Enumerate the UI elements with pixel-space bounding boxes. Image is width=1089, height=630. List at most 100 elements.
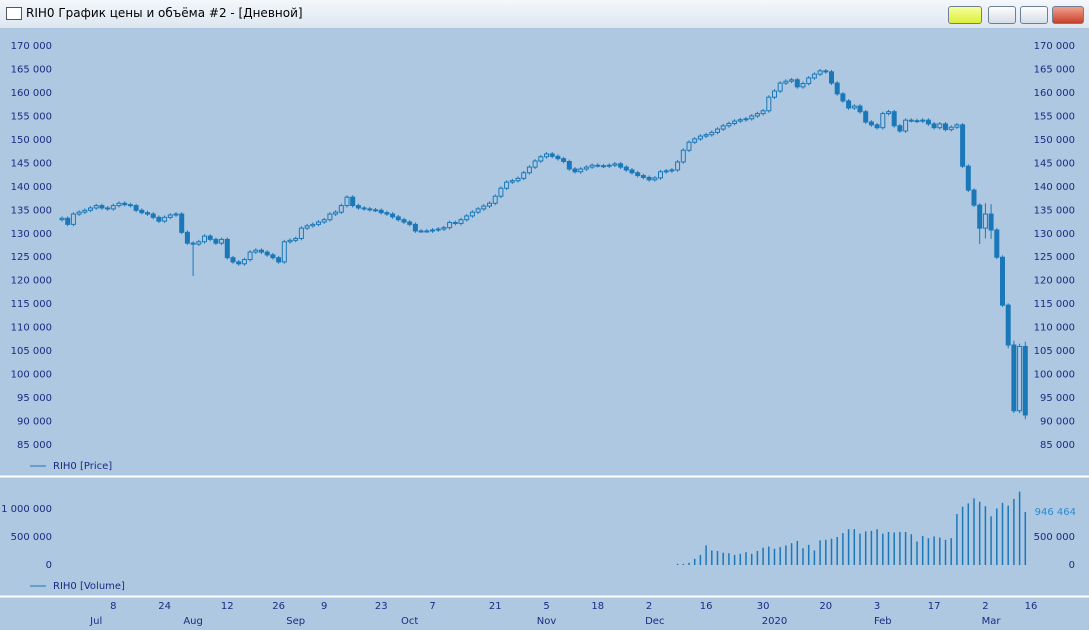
candle-body <box>863 111 869 123</box>
candle-body <box>162 216 168 222</box>
y-tick-label-right: 145 000 <box>1034 158 1075 169</box>
candle-body <box>692 138 698 143</box>
candle-body <box>783 80 789 84</box>
candle-body <box>190 242 196 245</box>
y-tick-label: 150 000 <box>11 135 52 146</box>
candle-body <box>127 204 133 207</box>
x-tick-label: 24 <box>158 601 171 612</box>
candle-body <box>532 160 538 168</box>
x-tick-label: 23 <box>375 601 388 612</box>
candle-body <box>344 196 350 207</box>
x-tick-label: 5 <box>543 601 549 612</box>
candle-body <box>116 202 122 207</box>
candle-body <box>310 223 316 227</box>
y-tick-label-right: 140 000 <box>1034 182 1075 193</box>
candle-body <box>954 124 960 128</box>
candle-body <box>612 163 618 166</box>
minimize-button[interactable] <box>988 6 1016 24</box>
candle-body <box>931 123 937 129</box>
candle-body <box>241 259 247 265</box>
x-month-label: Dec <box>645 616 664 627</box>
window-title: RIH0 График цены и объёма #2 - [Дневной] <box>26 6 303 20</box>
y-tick-label: 170 000 <box>11 41 52 52</box>
candle-body <box>743 118 749 121</box>
candle-body <box>224 238 230 259</box>
y-tick-label-right: 170 000 <box>1034 41 1075 52</box>
y-tick-label: 160 000 <box>11 88 52 99</box>
candle-body <box>806 77 812 85</box>
candle-body <box>823 70 829 73</box>
candle-body <box>754 113 760 117</box>
candle-body <box>469 211 475 217</box>
candle-body <box>276 257 282 263</box>
candle-body <box>675 161 681 171</box>
candle-body <box>538 156 544 162</box>
x-month-label: Aug <box>183 616 203 627</box>
x-tick-label: 8 <box>110 601 116 612</box>
candle-body <box>82 209 88 213</box>
candle-body <box>498 187 504 197</box>
y-tick-label: 145 000 <box>11 158 52 169</box>
candle-body <box>492 195 498 204</box>
maximize-button[interactable] <box>1020 6 1048 24</box>
candle-body <box>338 205 344 213</box>
candle-body <box>367 208 373 211</box>
y-tick-label: 105 000 <box>11 346 52 357</box>
close-button[interactable] <box>1052 6 1084 24</box>
candle-body <box>156 216 162 222</box>
candle-body <box>202 235 207 243</box>
candle-body <box>834 82 840 95</box>
candle-body <box>378 209 384 214</box>
candle-body <box>652 177 658 181</box>
candle-body <box>669 169 675 172</box>
candle-body <box>247 251 253 261</box>
candle-body <box>635 172 641 177</box>
x-tick-label: 2 <box>982 601 988 612</box>
legend-label: RIH0 [Volume] <box>53 581 125 592</box>
candle-body <box>184 231 190 244</box>
candle-body <box>868 121 874 126</box>
candle-body <box>857 105 863 113</box>
candle-body <box>829 71 834 84</box>
candle-body <box>122 202 128 206</box>
candle-body <box>350 196 356 207</box>
link-button[interactable] <box>948 6 982 24</box>
x-month-label: Sep <box>286 616 305 627</box>
y-tick-label: 155 000 <box>11 111 52 122</box>
candle-body <box>196 241 202 245</box>
candle-body <box>59 217 65 221</box>
candle-body <box>789 79 795 82</box>
candle-body <box>105 207 111 210</box>
candle-body <box>526 166 532 174</box>
candle-body <box>441 227 447 230</box>
y-tick-label: 100 000 <box>11 370 52 381</box>
y-tick-label-right: 160 000 <box>1034 88 1075 99</box>
candle-body <box>715 128 720 133</box>
candle-body <box>749 115 755 120</box>
candle-body <box>1000 256 1005 306</box>
candle-body <box>150 213 156 218</box>
candle-body <box>287 239 293 243</box>
y-tick-label-right: 100 000 <box>1034 370 1075 381</box>
candle-body <box>412 223 418 232</box>
candle-body <box>663 170 669 173</box>
candle-body <box>521 172 527 179</box>
candle-body <box>737 119 743 122</box>
x-month-label: Oct <box>401 616 418 627</box>
y-tick-label-right: 115 000 <box>1034 299 1075 310</box>
x-tick-label: 18 <box>591 601 604 612</box>
x-tick-label: 9 <box>321 601 327 612</box>
candle-body <box>418 230 424 233</box>
candle-body <box>93 205 99 209</box>
candle-body <box>578 168 584 173</box>
candle-body <box>253 249 259 253</box>
candle-body <box>1022 345 1028 416</box>
candle-body <box>447 221 453 229</box>
candle-body <box>794 79 800 88</box>
candle-body <box>509 180 515 183</box>
candle-body <box>800 83 806 88</box>
candle-body <box>732 120 738 124</box>
candle-body <box>207 235 213 240</box>
candle-body <box>145 212 150 215</box>
candle-body <box>629 169 635 174</box>
